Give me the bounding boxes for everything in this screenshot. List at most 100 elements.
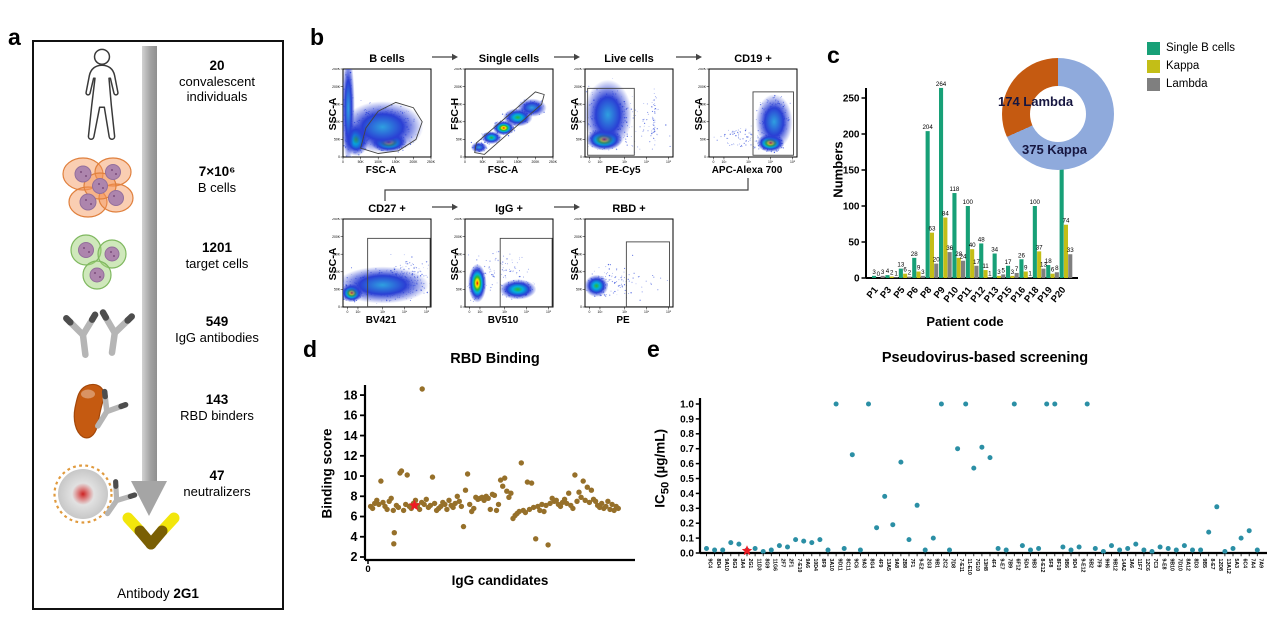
svg-text:7-E10: 7-E10 (796, 559, 802, 573)
human-icon (85, 48, 119, 140)
svg-text:250K: 250K (332, 68, 341, 71)
svg-text:50K: 50K (700, 138, 707, 142)
bar-kappa (889, 276, 894, 278)
svg-text:1.0: 1.0 (680, 399, 694, 410)
flow-plot-cd19: CD19 + SSC-A 0 50K 100K 150K 200K 250K 0 10² 10³… (683, 53, 801, 203)
svg-text:0: 0 (580, 155, 582, 159)
svg-text:0: 0 (877, 271, 881, 278)
svg-text:250: 250 (843, 94, 860, 105)
svg-text:10³: 10³ (502, 310, 508, 314)
svg-text:150K: 150K (332, 252, 341, 256)
legend-label: Lambda (1166, 78, 1208, 90)
flow-plot-title: RBD + (612, 203, 646, 215)
svg-text:6F12: 6F12 (1015, 559, 1021, 571)
svg-text:200K: 200K (409, 160, 418, 164)
svg-text:0.7: 0.7 (680, 444, 694, 455)
step-label: neutralizers (183, 484, 251, 499)
legend-item-single-b-cells: Single B cells (1147, 39, 1235, 57)
svg-text:3: 3 (872, 269, 876, 276)
svg-text:100: 100 (963, 199, 974, 206)
step-value: 549 (205, 314, 229, 329)
bar-chart-y-axis-title: Numbers (830, 141, 846, 198)
svg-text:0: 0 (460, 155, 462, 159)
svg-text:100: 100 (843, 202, 860, 213)
panel-letter-a: a (8, 24, 21, 50)
svg-text:150K: 150K (574, 102, 583, 106)
bar-lambda (1028, 277, 1033, 278)
gate-outline (367, 237, 431, 308)
svg-text:0: 0 (338, 155, 340, 159)
svg-text:9B6: 9B6 (1063, 559, 1069, 569)
flow-plot-canvas: 0 50K 100K 150K 200K 250K 0 10² 10³ 10⁴ 10⁵ (698, 68, 798, 164)
flow-plot-cd27: CD27 + SSC-A 0 50K 100K 150K 200K 250K 0 10² 10³… (317, 203, 435, 353)
bar-lambda (1068, 254, 1073, 278)
svg-text:5F8: 5F8 (1047, 559, 1053, 568)
svg-text:74: 74 (1063, 218, 1070, 225)
svg-text:50: 50 (848, 238, 860, 249)
svg-text:28: 28 (911, 251, 918, 258)
bar-kappa (970, 249, 975, 278)
svg-text:9C6: 9C6 (853, 559, 859, 569)
svg-text:8G9: 8G9 (763, 559, 769, 569)
svg-text:0.3: 0.3 (680, 504, 694, 515)
svg-text:8C11: 8C11 (844, 559, 850, 571)
gate-outline (499, 237, 553, 308)
svg-text:10²: 10² (478, 310, 484, 314)
step-individuals: 20 convalescent individuals (158, 58, 276, 104)
svg-text:13: 13 (1040, 262, 1047, 269)
density-cloud (585, 254, 668, 301)
svg-text:100K: 100K (454, 120, 463, 124)
svg-text:50K: 50K (456, 138, 463, 142)
svg-text:100K: 100K (374, 160, 383, 164)
flow-plot-title: CD19 + (734, 53, 772, 65)
svg-text:10⁴: 10⁴ (644, 160, 650, 164)
bar-kappa (956, 257, 961, 278)
svg-text:9A8: 9A8 (893, 559, 899, 569)
svg-text:6: 6 (1051, 267, 1055, 274)
svg-text:8G3: 8G3 (731, 559, 737, 569)
svg-text:100K: 100K (698, 120, 707, 124)
rbd-binding-title: RBD Binding (450, 351, 540, 367)
svg-text:100K: 100K (454, 270, 463, 274)
target-cells-icon (70, 234, 127, 290)
antibody-2g1-caption: Antibody 2G1 (58, 586, 258, 601)
svg-text:10⁵: 10⁵ (546, 310, 552, 314)
svg-text:118: 118 (950, 186, 960, 193)
flow-plot-canvas: 0 50K 100K 150K 200K 250K 0 10² 10³ 10⁴ 10⁵ (454, 218, 554, 314)
svg-text:9H6: 9H6 (1104, 559, 1110, 569)
svg-text:7: 7 (1015, 266, 1019, 273)
caption-prefix: Antibody (117, 586, 174, 601)
bar-chart-legend: Single B cells Kappa Lambda (1147, 39, 1235, 93)
legend-label: Kappa (1166, 60, 1200, 72)
svg-text:5B2: 5B2 (1087, 559, 1093, 569)
flow-plot-canvas: 0 50K 100K 150K 200K 250K 0 10² 10³ 10⁴ 10⁵ (332, 218, 432, 314)
flow-x-axis-label: PE-Cy5 (605, 165, 641, 176)
svg-text:150K: 150K (332, 102, 341, 106)
flow-plot-rbd: RBD + SSC-A 0 50K 100K 150K 200K 250K 0 10² 10³ 1… (559, 203, 677, 353)
svg-text:100K: 100K (574, 120, 583, 124)
legend-swatch-gray (1147, 77, 1160, 91)
svg-text:18: 18 (344, 388, 358, 402)
bar-single-b-cells (1046, 265, 1051, 278)
svg-text:17: 17 (1005, 259, 1012, 266)
svg-text:28: 28 (955, 251, 962, 258)
flow-plot-title: B cells (369, 53, 405, 65)
bar-single-b-cells (1059, 117, 1064, 278)
bar-lambda (880, 275, 885, 278)
svg-text:100K: 100K (332, 270, 341, 274)
bar-single-b-cells (1019, 259, 1024, 278)
svg-text:9B1: 9B1 (934, 559, 940, 569)
svg-text:7-E11: 7-E11 (958, 559, 964, 573)
svg-text:11G6: 11G6 (772, 559, 778, 572)
donut-label-kappa: 375 Kappa (1022, 142, 1088, 157)
svg-text:12: 12 (344, 449, 358, 463)
flow-x-axis-label: FSC-A (487, 165, 519, 176)
svg-text:9-E7: 9-E7 (998, 559, 1004, 570)
svg-text:50K: 50K (334, 288, 341, 292)
step-value: 47 (209, 468, 225, 483)
svg-text:8F9: 8F9 (820, 559, 826, 568)
flow-plot-title: CD27 + (368, 203, 406, 215)
svg-text:2F7: 2F7 (780, 559, 786, 568)
svg-text:150K: 150K (698, 102, 707, 106)
